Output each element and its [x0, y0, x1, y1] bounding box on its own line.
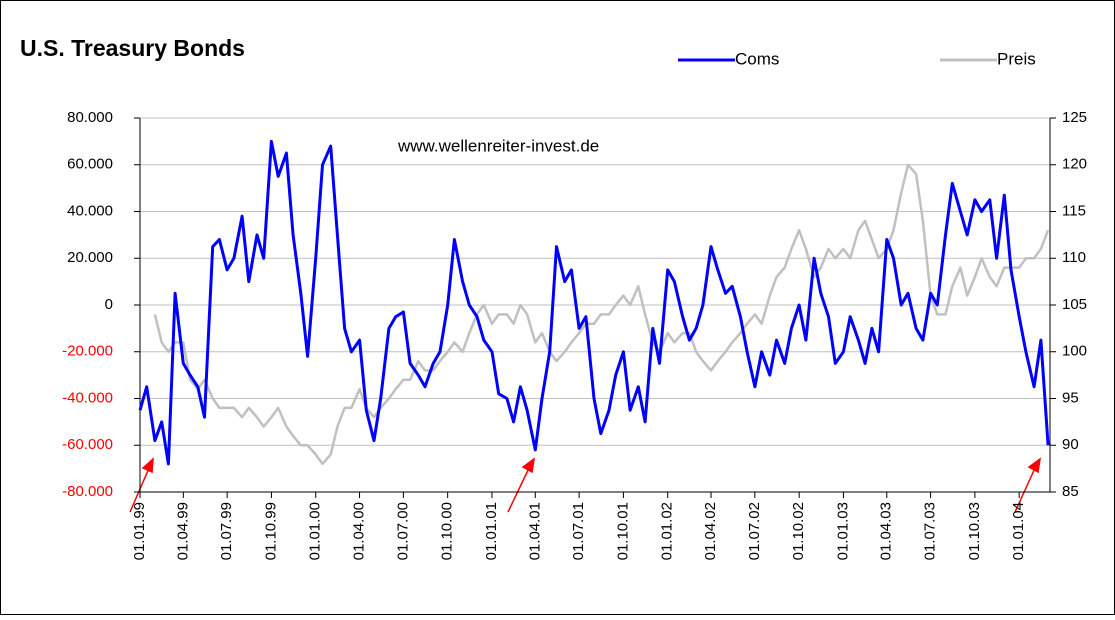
x-tick-label: 01.07.01 [570, 502, 587, 560]
y-tick-label: 0 [105, 296, 113, 313]
y-tick-label: 60.000 [67, 156, 113, 173]
x-tick-label: 01.01.99 [131, 502, 148, 560]
y-tick-label: -40.000 [62, 389, 113, 406]
x-tick-label: 01.07.03 [922, 502, 939, 560]
red-arrows [129, 457, 1042, 513]
legend-label: Preis [997, 49, 1036, 68]
chart-title: U.S. Treasury Bonds [20, 35, 245, 61]
y2-tick-label: 85 [1062, 483, 1079, 500]
arrow-head [141, 457, 154, 474]
arrow [507, 465, 531, 513]
y2-tick-label: 115 [1062, 202, 1086, 219]
x-tick-label: 01.10.00 [439, 502, 456, 560]
x-tick-label: 01.04.00 [351, 502, 368, 560]
y2-tick-label: 90 [1062, 436, 1079, 453]
x-tick-label: 01.01.02 [659, 502, 676, 560]
y-tick-label: 80.000 [67, 109, 113, 126]
x-tick-label: 01.01.00 [307, 502, 324, 560]
x-tick-label: 01.01.04 [1010, 502, 1027, 560]
arrow-head [1027, 457, 1042, 474]
arrow-head [521, 457, 536, 474]
series-line [138, 139, 1050, 466]
y2-tick-label: 100 [1062, 343, 1087, 360]
y2-tick-label: 125 [1062, 109, 1087, 126]
y-tick-label: -20.000 [62, 343, 113, 360]
y-tick-label: 40.000 [67, 202, 113, 219]
x-tick-label: 01.10.99 [262, 502, 279, 560]
x-tick-label: 01.07.02 [746, 502, 763, 560]
legend-label: Coms [735, 49, 779, 68]
annotation: www.wellenreiter-invest.de [397, 136, 599, 155]
y-tick-label: -60.000 [62, 436, 113, 453]
x-tick-label: 01.04.01 [526, 502, 543, 560]
x-tick-label: 01.01.03 [834, 502, 851, 560]
x-tick-label: 01.10.02 [790, 502, 807, 560]
y-tick-label: -80.000 [62, 483, 113, 500]
x-tick-label: 01.07.00 [394, 502, 411, 560]
x-tick-label: 01.04.99 [174, 502, 191, 560]
x-tick-label: 01.10.03 [966, 502, 983, 560]
y2-tick-label: 110 [1062, 249, 1086, 266]
y2-tick-label: 120 [1062, 156, 1087, 173]
x-tick-label: 01.04.03 [878, 502, 895, 560]
x-tick-label: 01.07.99 [218, 502, 235, 560]
x-tick-label: 01.04.02 [702, 502, 719, 560]
y-tick-label: 20.000 [67, 249, 113, 266]
x-tick-label: 01.10.01 [614, 502, 631, 560]
y2-tick-label: 105 [1062, 296, 1087, 313]
y2-tick-label: 95 [1062, 389, 1079, 406]
arrow [1014, 465, 1037, 513]
series-line [153, 163, 1050, 466]
x-tick-label: 01.01.01 [483, 502, 500, 560]
